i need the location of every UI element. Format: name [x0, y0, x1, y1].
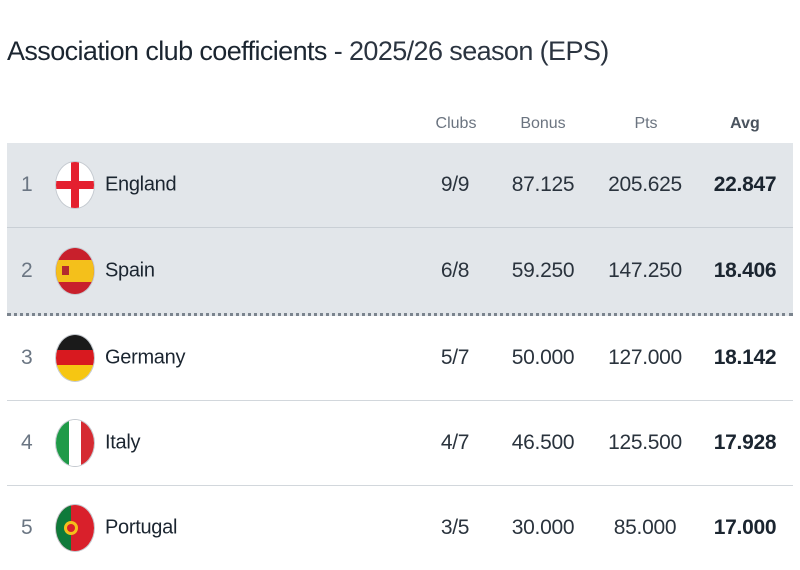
- portugal-flag-icon: [55, 504, 95, 552]
- bonus-value: 46.500: [511, 431, 575, 454]
- country-name[interactable]: Portugal: [105, 516, 178, 539]
- rank: 1: [21, 173, 33, 196]
- pts-value: 205.625: [608, 173, 682, 196]
- table-row[interactable]: 2 Spain 6/8 59.250 147.250 18.406: [7, 228, 793, 316]
- avg-value: 18.406: [713, 258, 777, 282]
- pts-value: 147.250: [608, 258, 682, 282]
- clubs-value: 6/8: [440, 258, 470, 282]
- pts-value: 85.000: [613, 516, 677, 539]
- table-row[interactable]: 1 England 9/9 87.125 205.625 22.847: [7, 143, 793, 228]
- country-name[interactable]: Spain: [105, 259, 155, 281]
- avg-value: 17.928: [713, 431, 777, 454]
- title-season: - 2025/26 season (EPS): [326, 36, 610, 66]
- england-flag-icon: [55, 161, 95, 209]
- bonus-value: 50.000: [511, 346, 575, 369]
- bonus-value: 30.000: [511, 516, 575, 539]
- germany-flag-icon: [55, 334, 95, 382]
- title-main: Association club coefficients: [7, 36, 327, 66]
- pts-value: 127.000: [608, 346, 682, 369]
- clubs-value: 4/7: [440, 431, 470, 454]
- table-row[interactable]: 4 Italy 4/7 46.500 125.500 17.928: [7, 401, 793, 486]
- avg-value: 17.000: [713, 516, 777, 539]
- spain-flag-icon: [55, 246, 95, 295]
- table-row[interactable]: 3 Germany 5/7 50.000 127.000 18.142: [7, 316, 793, 401]
- clubs-value: 5/7: [440, 346, 470, 369]
- column-header-avg[interactable]: Avg: [730, 115, 760, 132]
- bonus-value: 59.250: [511, 258, 575, 282]
- column-header-pts[interactable]: Pts: [634, 115, 658, 132]
- country-name[interactable]: England: [105, 173, 177, 196]
- rank: 4: [21, 431, 33, 454]
- rank: 3: [21, 346, 33, 369]
- avg-value: 22.847: [713, 173, 777, 196]
- coefficients-table: 1 England 9/9 87.125 205.625 22.847 2 Sp…: [7, 143, 793, 570]
- table-row[interactable]: 5 Portugal 3/5 30.000 85.000 17.000: [7, 486, 793, 570]
- country-name[interactable]: Germany: [105, 346, 186, 369]
- avg-value: 18.142: [713, 346, 777, 369]
- rank: 2: [21, 258, 33, 282]
- column-header-clubs[interactable]: Clubs: [435, 115, 477, 132]
- pts-value: 125.500: [608, 431, 682, 454]
- rank: 5: [21, 516, 33, 539]
- clubs-value: 9/9: [440, 173, 470, 196]
- page-title: Association club coefficients - 2025/26 …: [7, 36, 609, 67]
- column-header-bonus[interactable]: Bonus: [520, 115, 566, 132]
- italy-flag-icon: [55, 419, 95, 467]
- bonus-value: 87.125: [511, 173, 575, 196]
- country-name[interactable]: Italy: [105, 431, 141, 454]
- clubs-value: 3/5: [440, 516, 470, 539]
